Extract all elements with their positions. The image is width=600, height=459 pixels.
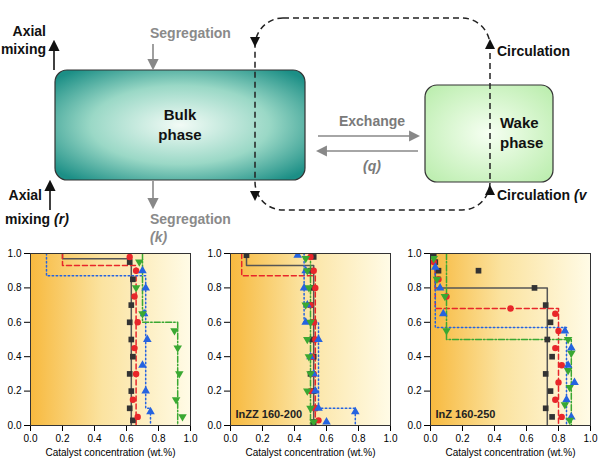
svg-text:0.0: 0.0 (424, 433, 438, 444)
svg-text:0.4: 0.4 (288, 433, 302, 444)
svg-text:0.2: 0.2 (56, 433, 70, 444)
svg-text:0.4: 0.4 (208, 351, 222, 362)
svg-text:1.0: 1.0 (184, 433, 198, 444)
svg-text:(k): (k) (150, 229, 167, 245)
svg-text:0.4: 0.4 (488, 433, 502, 444)
svg-text:InZ 160-250: InZ 160-250 (436, 408, 496, 420)
svg-text:1.0: 1.0 (584, 433, 598, 444)
svg-text:phase: phase (500, 134, 543, 151)
svg-text:Axial: Axial (13, 23, 46, 39)
svg-text:Circulation: Circulation (497, 43, 570, 59)
svg-text:0.2: 0.2 (208, 385, 222, 396)
svg-text:0.2: 0.2 (256, 433, 270, 444)
svg-text:0.0: 0.0 (408, 420, 422, 431)
svg-text:Wake: Wake (500, 114, 539, 131)
svg-text:Catalyst concentration (wt.%): Catalyst concentration (wt.%) (245, 447, 375, 458)
svg-text:0.0: 0.0 (8, 420, 22, 431)
svg-text:Axial: Axial (9, 187, 42, 203)
svg-text:1.0: 1.0 (384, 433, 398, 444)
svg-text:0.8: 0.8 (552, 433, 566, 444)
svg-text:0.6: 0.6 (408, 317, 422, 328)
svg-text:0.0: 0.0 (208, 420, 222, 431)
svg-text:0.4: 0.4 (408, 351, 422, 362)
svg-text:phase: phase (158, 126, 201, 143)
svg-text:Bulk: Bulk (164, 106, 197, 123)
svg-text:0.8: 0.8 (352, 433, 366, 444)
svg-text:0.4: 0.4 (8, 351, 22, 362)
svg-text:0.6: 0.6 (520, 433, 534, 444)
svg-text:0.2: 0.2 (8, 385, 22, 396)
svg-text:0.6: 0.6 (208, 317, 222, 328)
svg-text:0.4: 0.4 (88, 433, 102, 444)
svg-text:0.8: 0.8 (8, 282, 22, 293)
svg-text:0.0: 0.0 (24, 433, 38, 444)
svg-text:0.6: 0.6 (8, 317, 22, 328)
svg-text:1.0: 1.0 (208, 248, 222, 259)
svg-text:Segregation: Segregation (150, 25, 231, 41)
svg-text:(q): (q) (363, 158, 381, 174)
svg-text:0.2: 0.2 (408, 385, 422, 396)
svg-text:0.6: 0.6 (320, 433, 334, 444)
svg-text:0.8: 0.8 (408, 282, 422, 293)
svg-text:Circulation (v: Circulation (v (497, 187, 588, 203)
svg-text:InZZ 160-200: InZZ 160-200 (236, 408, 303, 420)
svg-text:Catalyst concentration (wt.%): Catalyst concentration (wt.%) (45, 447, 175, 458)
svg-text:Exchange: Exchange (339, 113, 405, 129)
svg-text:Segregation: Segregation (150, 211, 231, 227)
svg-text:0.0: 0.0 (224, 433, 238, 444)
svg-text:0.8: 0.8 (208, 282, 222, 293)
svg-text:mixing: mixing (1, 41, 46, 57)
svg-text:1.0: 1.0 (408, 248, 422, 259)
svg-text:Catalyst concentration (wt.%): Catalyst concentration (wt.%) (445, 447, 575, 458)
svg-text:0.2: 0.2 (456, 433, 470, 444)
svg-text:0.6: 0.6 (120, 433, 134, 444)
svg-text:mixing (r): mixing (r) (5, 211, 69, 227)
svg-text:1.0: 1.0 (8, 248, 22, 259)
svg-text:0.8: 0.8 (152, 433, 166, 444)
